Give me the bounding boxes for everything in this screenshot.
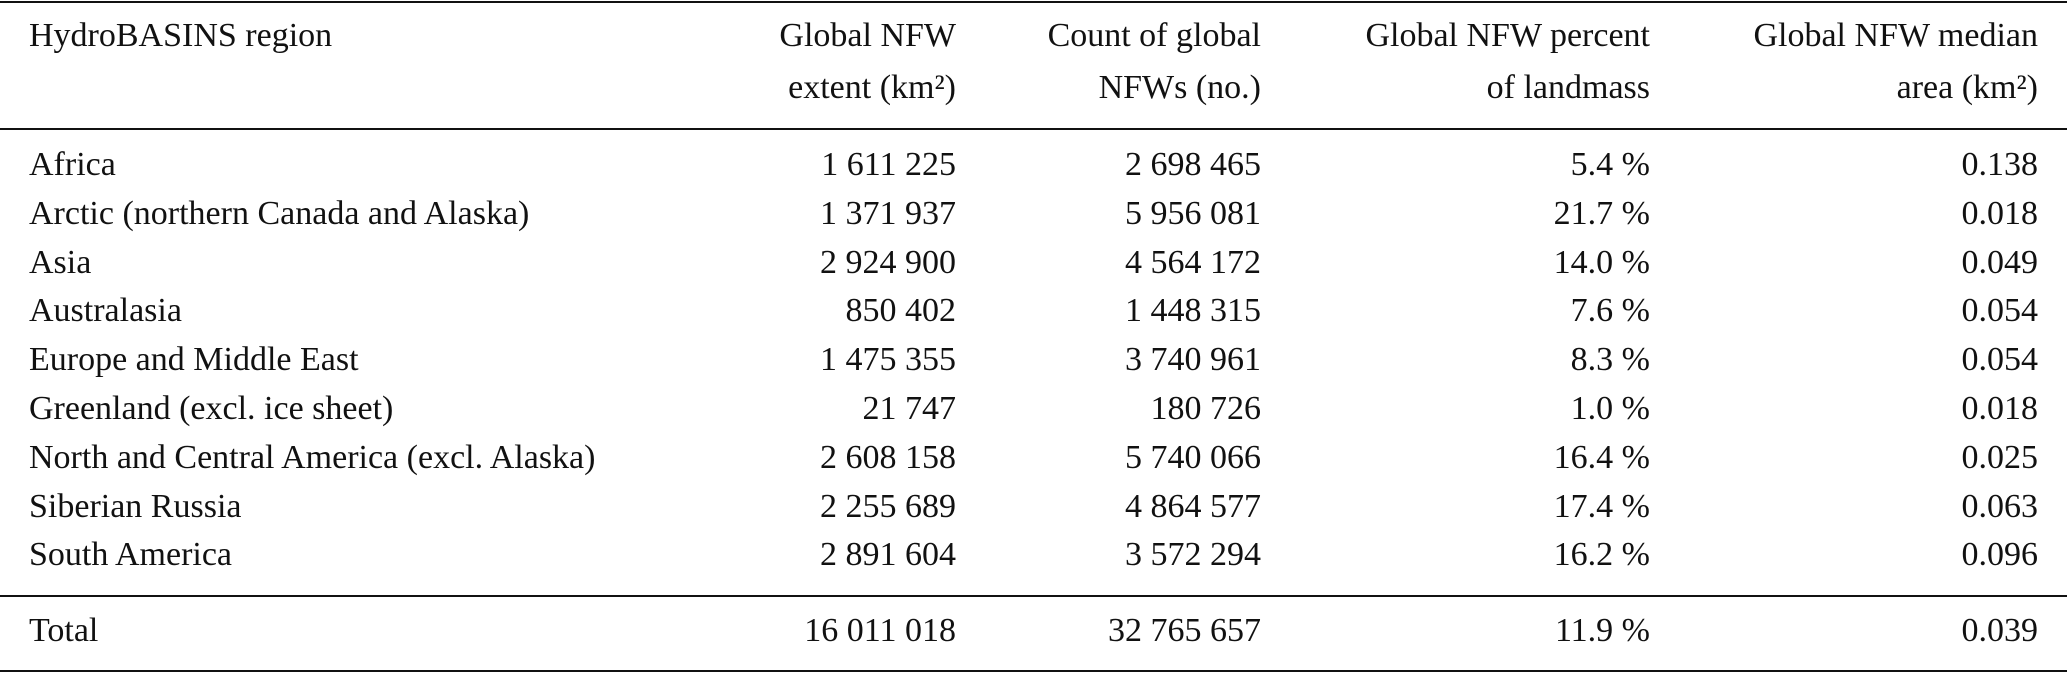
header-cell: NFWs (no.) [1098, 69, 1261, 106]
table-cell: 1 475 355 [820, 341, 956, 379]
table-cell: 4 864 577 [1125, 487, 1261, 525]
header-cell: Global NFW median [1753, 17, 2038, 54]
table-cell: 2 891 604 [820, 536, 956, 574]
table-cell: Africa [29, 146, 116, 183]
table-cell: 0.054 [1961, 341, 2039, 379]
table-cell: 5 956 081 [1125, 194, 1261, 232]
table-cell: Siberian Russia [29, 487, 242, 525]
header-rule [0, 128, 2067, 130]
table-cell: 16.4 % [1553, 438, 1650, 476]
table-cell: Asia [29, 243, 92, 281]
header-cell: Count of global [1047, 17, 1261, 54]
table-cell: 0.018 [1961, 194, 2039, 232]
header-cell: area (km²) [1896, 69, 2038, 106]
table-cell: Europe and Middle East [29, 341, 359, 379]
table-cell: 5.4 % [1570, 146, 1650, 183]
table-cell: North and Central America (excl. Alaska) [29, 438, 596, 476]
table-cell: 180 726 [1150, 390, 1262, 427]
table-cell: 3 572 294 [1125, 536, 1261, 574]
table-cell: 17.4 % [1553, 487, 1650, 525]
table-cell: 1 611 225 [821, 146, 956, 183]
table-cell: 850 402 [845, 292, 957, 330]
table-cell: 7.6 % [1570, 292, 1650, 330]
total-cell: Total [29, 612, 99, 649]
table-cell: 0.049 [1961, 243, 2039, 281]
table-cell: Australasia [29, 292, 182, 330]
table-cell: 2 924 900 [820, 243, 956, 281]
table-cell: 0.025 [1961, 438, 2039, 476]
header-cell: extent (km²) [788, 69, 956, 106]
table-cell: 2 255 689 [820, 487, 956, 525]
total-cell: 0.039 [1961, 612, 2039, 649]
header-cell: Global NFW [779, 17, 956, 54]
table-cell: 1 371 937 [820, 194, 956, 232]
table-cell: 2 698 465 [1125, 146, 1261, 183]
table-cell: 14.0 % [1553, 243, 1650, 281]
table-cell: 0.138 [1961, 146, 2039, 183]
table-cell: 21 747 [862, 390, 957, 427]
table-cell: 4 564 172 [1125, 243, 1261, 281]
table-cell: Greenland (excl. ice sheet) [29, 390, 394, 427]
header-cell: HydroBASINS region [29, 17, 333, 54]
table-cell: 2 608 158 [820, 438, 956, 476]
total-cell: 32 765 657 [1108, 612, 1261, 649]
table-cell: 8.3 % [1570, 341, 1650, 379]
bottom-rule [0, 670, 2067, 672]
header-cell: Global NFW percent [1365, 17, 1650, 54]
header-cell: of landmass [1486, 69, 1650, 106]
table-cell: 5 740 066 [1125, 438, 1261, 476]
table-cell: South America [29, 536, 233, 574]
total-cell: 16 011 018 [804, 612, 956, 649]
total-rule [0, 595, 2067, 597]
table-cell: 0.054 [1961, 292, 2039, 330]
top-rule [0, 1, 2067, 3]
table-cell: 1 448 315 [1125, 292, 1261, 330]
table-cell: 3 740 961 [1125, 341, 1261, 379]
table-cell: 1.0 % [1570, 390, 1650, 427]
table-cell: 0.018 [1961, 390, 2039, 427]
table-cell: Arctic (northern Canada and Alaska) [29, 194, 530, 232]
table-cell: 21.7 % [1553, 194, 1650, 232]
table-cell: 0.096 [1961, 536, 2039, 574]
total-cell: 11.9 % [1554, 612, 1650, 649]
table-cell: 16.2 % [1553, 536, 1650, 574]
table-cell: 0.063 [1961, 487, 2039, 525]
